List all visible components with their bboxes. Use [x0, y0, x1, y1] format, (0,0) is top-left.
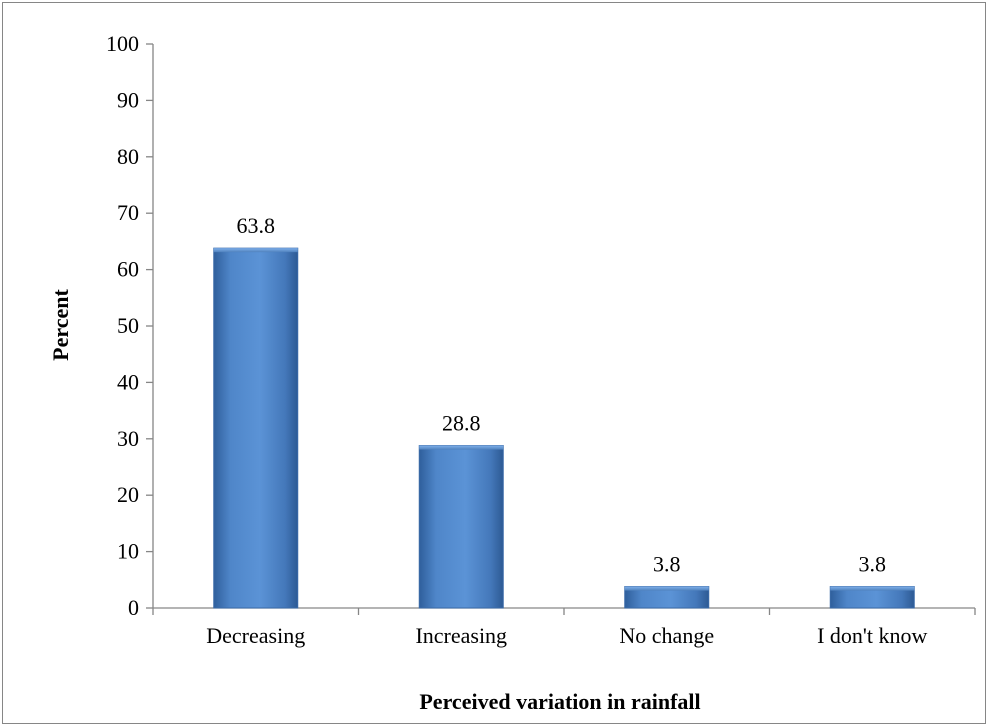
- bar: [624, 586, 710, 609]
- x-tick-label: I don't know: [817, 623, 927, 648]
- bar-body: [418, 445, 504, 609]
- y-tick-label: 10: [117, 539, 139, 564]
- x-tick-label: Increasing: [415, 623, 507, 648]
- bars: [213, 247, 915, 609]
- bar-top-highlight: [830, 586, 915, 591]
- bar-top-highlight: [213, 248, 298, 253]
- data-labels: 63.8 28.8 3.8 3.8: [237, 213, 887, 576]
- bar-body: [213, 247, 299, 609]
- y-axis: 0 10 20 30 40 50 60 70 80 90 100: [106, 31, 154, 620]
- x-tick-label: Decreasing: [206, 623, 305, 648]
- y-tick-label: 50: [117, 313, 139, 338]
- data-label: 3.8: [859, 552, 887, 577]
- data-label: 28.8: [442, 411, 481, 436]
- bar-top-highlight: [419, 445, 504, 450]
- y-axis-title: Percent: [48, 289, 73, 361]
- y-tick-label: 60: [117, 257, 139, 282]
- bar-top-highlight: [624, 586, 709, 591]
- bar: [829, 586, 915, 609]
- data-label: 3.8: [653, 552, 681, 577]
- y-tick-label: 0: [128, 595, 139, 620]
- bar: [418, 445, 504, 609]
- y-tick-label: 20: [117, 482, 139, 507]
- x-tick-label: No change: [619, 623, 714, 648]
- y-tick-label: 40: [117, 369, 139, 394]
- y-tick-label: 70: [117, 200, 139, 225]
- bar: [213, 247, 299, 609]
- x-axis-title: Perceived variation in rainfall: [419, 689, 700, 714]
- y-tick-label: 100: [106, 31, 139, 56]
- y-tick-label: 30: [117, 426, 139, 451]
- x-axis: Decreasing Increasing No change I don't kno…: [152, 607, 976, 648]
- data-label: 63.8: [237, 213, 276, 238]
- y-tick-label: 80: [117, 144, 139, 169]
- y-tick-label: 90: [117, 87, 139, 112]
